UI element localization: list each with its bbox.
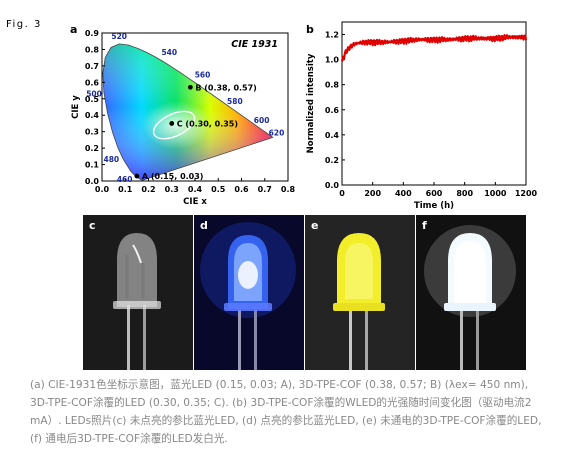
photo-c: c	[83, 215, 193, 370]
photo-f: f	[416, 215, 526, 370]
y-tick-label: 0.2	[325, 156, 339, 165]
gamut-fill	[102, 43, 273, 181]
y-tick-label: 1.0	[325, 56, 340, 65]
panel-label-e: e	[311, 219, 319, 232]
y-tick-label: 0.0	[325, 181, 340, 190]
x-axis-title: CIE x	[183, 197, 207, 207]
intensity-chart: 0 200 400 600 800 1000 1200 0.0 0.2 0.4 0.6 0.8 1.0 1…	[306, 21, 538, 211]
x-tick-label: 0.6	[234, 185, 249, 194]
cie-chart: 0.0 0.1 0.2 0.3 0.4 0.5 0.6 0.7 0.8 0.0 0.1 0.2 0.3 0…	[71, 29, 296, 207]
x-axis-title: Time (h)	[414, 201, 454, 211]
wavelength-label: 540	[161, 48, 177, 57]
wavelength-label: 580	[227, 97, 243, 106]
data-point-label: A (0.15, 0.03)	[142, 172, 204, 181]
wavelength-label: 500	[86, 90, 102, 99]
x-tick-label: 0.1	[118, 185, 133, 194]
wavelength-label: 560	[195, 70, 211, 79]
figure-3-charts: Fig. 3 a b 0.0 0.1 0.2 0.3 0.4 0.5 0.6 0.7 0.80.…	[6, 19, 538, 211]
x-tick-label: 0.2	[141, 185, 155, 194]
y-tick-label: 0.6	[325, 106, 340, 115]
x-tick-label: 0.7	[258, 185, 272, 194]
y-tick-label: 0.3	[85, 128, 99, 137]
data-point	[169, 121, 175, 126]
x-tick-label: 0.5	[211, 185, 226, 194]
panel-label-a: a	[70, 23, 77, 36]
y-tick-label: 0.6	[85, 78, 100, 87]
x-tick-label: 0.8	[281, 185, 296, 194]
y-tick-label: 0.1	[85, 161, 100, 170]
data-point-label: C (0.30, 0.35)	[177, 119, 238, 128]
plot-frame	[341, 21, 527, 186]
x-tick-label: 1000	[484, 189, 507, 198]
x-tick-label: 600	[426, 189, 443, 198]
wavelength-label: 480	[104, 155, 120, 164]
x-tick-label: 0	[339, 189, 345, 198]
y-tick-label: 0.5	[85, 95, 100, 104]
data-point-label: B (0.38, 0.57)	[195, 83, 257, 92]
x-tick-label: 0.3	[165, 185, 179, 194]
y-tick-label: 0.4	[325, 131, 340, 140]
y-tick-label: 0.2	[85, 144, 99, 153]
panel-label-d: d	[200, 219, 208, 232]
data-point	[187, 84, 193, 90]
chart-title: CIE 1931	[231, 39, 278, 50]
y-axis-title: CIE y	[71, 95, 81, 119]
y-tick-label: 0.7	[85, 62, 99, 71]
panel-label-b: b	[306, 23, 314, 36]
data-point	[134, 173, 140, 179]
x-tick-label: 0.0	[95, 185, 110, 194]
y-tick-label: 0.9	[85, 29, 100, 38]
wavelength-label: 520	[111, 32, 127, 41]
y-tick-label: 0.4	[85, 111, 100, 120]
y-tick-label: 0.0	[85, 177, 100, 186]
photo-e: e	[305, 215, 415, 370]
y-axis-title: Normalized intensity	[306, 53, 316, 153]
panel-label-f: f	[422, 219, 427, 232]
y-tick-label: 1.2	[325, 31, 339, 40]
spectral-locus	[102, 43, 274, 181]
intensity-series-line	[340, 33, 528, 62]
x-tick-label: 0.4	[188, 185, 203, 194]
x-tick-label: 800	[456, 189, 473, 198]
wavelength-label: 620	[269, 128, 285, 137]
white-region-outline	[152, 110, 196, 140]
panel-label-c: c	[89, 219, 96, 232]
y-tick-label: 0.8	[325, 81, 340, 90]
figure-caption: (a) CIE-1931色坐标示意图，蓝光LED (0.15, 0.03; A)…	[30, 379, 542, 445]
photo-d: d	[194, 215, 304, 370]
figure-label: Fig. 3	[6, 19, 42, 30]
wavelength-label: 600	[254, 116, 270, 125]
x-tick-label: 400	[395, 189, 412, 198]
x-tick-label: 1200	[515, 189, 538, 198]
x-tick-label: 200	[364, 189, 381, 198]
wavelength-label: 460	[117, 175, 133, 184]
y-tick-label: 0.8	[85, 45, 100, 54]
